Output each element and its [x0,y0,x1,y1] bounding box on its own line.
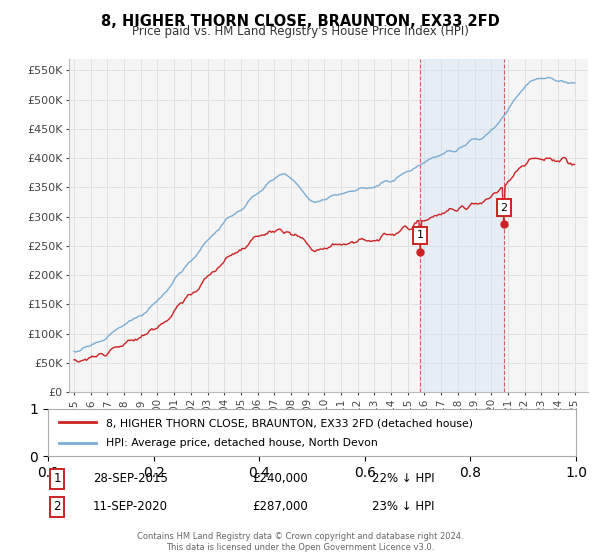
Bar [420,59,504,392]
Text: 22% ↓ HPI: 22% ↓ HPI [372,472,434,486]
Text: £287,000: £287,000 [252,500,308,514]
Text: 11-SEP-2020: 11-SEP-2020 [93,500,168,514]
Text: 1: 1 [53,472,61,486]
Text: 8, HIGHER THORN CLOSE, BRAUNTON, EX33 2FD (detached house): 8, HIGHER THORN CLOSE, BRAUNTON, EX33 2F… [106,418,473,428]
Text: 2: 2 [500,203,507,213]
Text: 2: 2 [53,500,61,514]
Text: Contains HM Land Registry data © Crown copyright and database right 2024.
This d: Contains HM Land Registry data © Crown c… [137,532,463,552]
Text: HPI: Average price, detached house, North Devon: HPI: Average price, detached house, Nort… [106,438,378,448]
Text: 1: 1 [417,230,424,240]
Text: Price paid vs. HM Land Registry's House Price Index (HPI): Price paid vs. HM Land Registry's House … [131,25,469,38]
Text: 23% ↓ HPI: 23% ↓ HPI [372,500,434,514]
Text: 28-SEP-2015: 28-SEP-2015 [93,472,168,486]
Text: £240,000: £240,000 [252,472,308,486]
Text: 8, HIGHER THORN CLOSE, BRAUNTON, EX33 2FD: 8, HIGHER THORN CLOSE, BRAUNTON, EX33 2F… [101,14,499,29]
